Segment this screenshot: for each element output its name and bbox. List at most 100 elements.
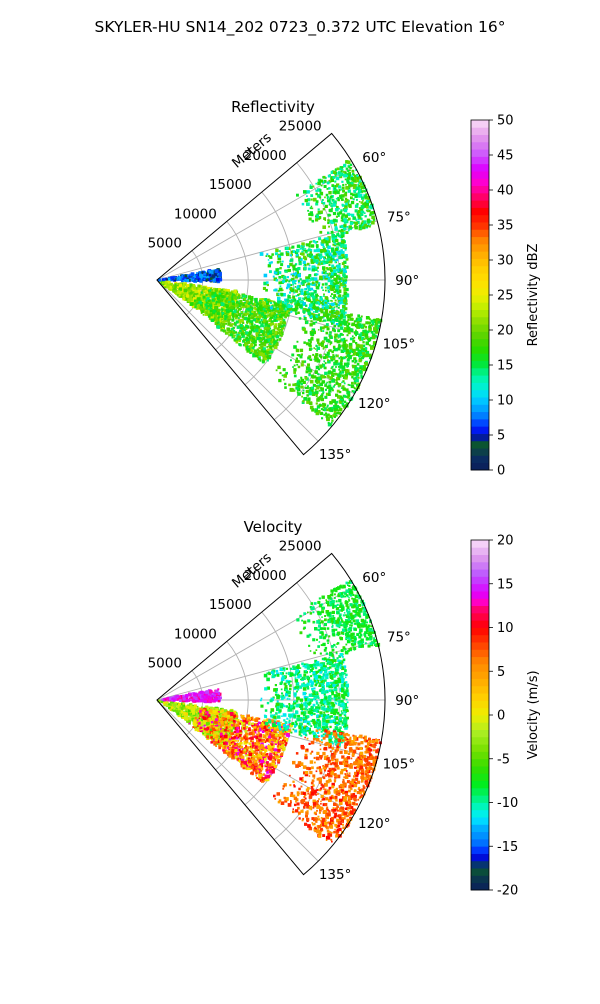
echo-gate (256, 337, 259, 340)
colorbar-segment (471, 455, 489, 463)
colorbar-segment (471, 259, 489, 267)
echo-gate (218, 300, 221, 303)
echo-gate (335, 262, 337, 264)
echo-gate (296, 249, 300, 253)
echo-gate (347, 362, 350, 365)
echo-gate (177, 290, 180, 293)
colorbar-segment (471, 302, 489, 310)
echo-gate (328, 381, 331, 384)
echo-gate (330, 196, 333, 199)
echo-gate (327, 352, 330, 355)
echo-gate (367, 210, 369, 212)
echo-gate (335, 366, 337, 368)
echo-gate (342, 387, 345, 390)
echo-gate (346, 325, 348, 327)
echo-gate (321, 330, 323, 332)
echo-gate (336, 198, 338, 200)
echo-gate (279, 338, 282, 341)
echo-gate (222, 299, 224, 301)
echo-gate (313, 347, 315, 349)
echo-gate (184, 289, 188, 293)
echo-gate (239, 330, 242, 333)
echo-gate (359, 225, 361, 227)
echo-gate (302, 392, 304, 394)
echo-gate (297, 312, 300, 315)
echo-gate (349, 355, 352, 358)
echo-gate (327, 232, 329, 234)
echo-gate (359, 352, 361, 354)
echo-gate (345, 249, 347, 251)
echo-gate (336, 233, 339, 236)
echo-gate (301, 396, 303, 398)
echo-gate (282, 280, 285, 283)
echo-gate (236, 315, 239, 318)
echo-gate (324, 197, 326, 199)
echo-gate (247, 299, 249, 301)
echo-gate (293, 284, 295, 286)
echo-gate (315, 321, 317, 323)
echo-gate (342, 375, 344, 377)
echo-gate (332, 256, 335, 259)
echo-gate (315, 354, 317, 356)
echo-gate (166, 285, 170, 289)
echo-gate (324, 376, 326, 378)
echo-gate (310, 278, 312, 280)
echo-gate (288, 294, 290, 296)
echo-gate (345, 203, 348, 206)
echo-gate (335, 339, 337, 341)
echo-gate (221, 319, 223, 321)
echo-gate (292, 275, 294, 277)
echo-gate (259, 347, 261, 349)
echo-gate (322, 283, 324, 285)
echo-gate (322, 303, 324, 305)
echo-gate (297, 285, 300, 288)
echo-gate (195, 306, 197, 308)
echo-gate (301, 252, 304, 255)
echo-gate (327, 313, 329, 315)
echo-gate (311, 244, 314, 247)
echo-gate (352, 216, 356, 220)
echo-gate (260, 359, 262, 361)
echo-gate (247, 322, 249, 324)
echo-gate (310, 359, 313, 362)
echo-gate (330, 295, 332, 297)
echo-gate (341, 229, 343, 231)
echo-gate (344, 209, 348, 213)
echo-gate (257, 318, 259, 320)
echo-gate (284, 386, 287, 389)
echo-gate (267, 284, 269, 286)
echo-gate (355, 330, 357, 332)
echo-gate (336, 265, 339, 268)
echo-gate (277, 297, 281, 301)
echo-gate (319, 196, 321, 198)
echo-gate (296, 194, 299, 197)
echo-gate (186, 294, 189, 297)
echo-gate (263, 347, 266, 350)
echo-gate (346, 391, 350, 395)
echo-gate (351, 227, 353, 229)
echo-gate (338, 185, 341, 188)
echo-gate (316, 302, 318, 304)
azimuth-tick-label: 75° (387, 209, 411, 225)
colorbar-segment (471, 127, 489, 135)
echo-gate (237, 310, 240, 313)
echo-gate (310, 380, 314, 384)
echo-gate (346, 288, 349, 291)
echo-gate (232, 323, 234, 325)
echo-gate (333, 297, 335, 299)
echo-gate (280, 261, 282, 263)
echo-gate (255, 300, 257, 302)
echo-gate (309, 403, 311, 405)
colorbar-segment (471, 339, 489, 347)
echo-gate (285, 310, 287, 312)
echo-gate (301, 354, 303, 356)
echo-gate (350, 318, 353, 321)
echo-gate (239, 314, 241, 316)
echo-gate (223, 292, 226, 295)
echo-gate (293, 371, 296, 374)
echo-gate (375, 323, 377, 325)
echo-gate (342, 204, 344, 206)
echo-gate (308, 268, 311, 271)
echo-gate (296, 364, 298, 366)
